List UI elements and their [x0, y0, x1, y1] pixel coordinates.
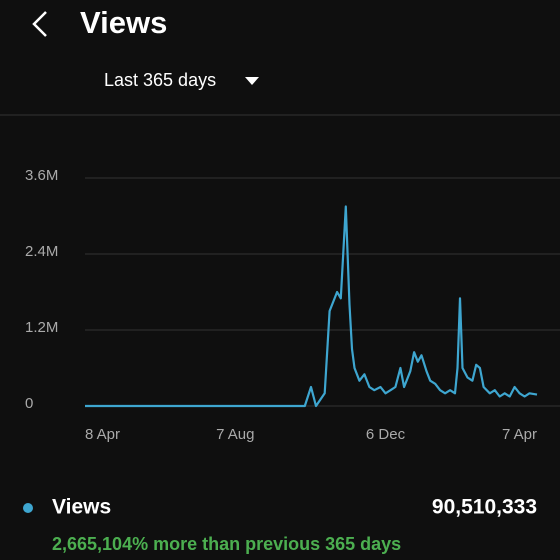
y-tick-label: 1.2M — [25, 319, 58, 336]
legend-dot — [23, 503, 33, 513]
x-tick-label: 6 Dec — [366, 426, 406, 443]
y-tick-label: 3.6M — [25, 167, 58, 184]
legend-label: Views — [52, 496, 111, 519]
total-views: 90,510,333 — [432, 496, 537, 519]
x-tick-label: 7 Aug — [216, 426, 254, 443]
series-line — [85, 205, 538, 408]
period-selector[interactable]: Last 365 days — [104, 70, 216, 90]
x-tick-label: 8 Apr — [85, 426, 120, 443]
dropdown-arrow[interactable] — [245, 77, 259, 85]
page-title: Views — [80, 5, 167, 40]
x-tick-label: 7 Apr — [502, 426, 537, 443]
back-button[interactable] — [32, 11, 47, 37]
y-tick-label: 0 — [25, 395, 33, 412]
change-text: 2,665,104% more than previous 365 days — [52, 534, 401, 554]
y-tick-label: 2.4M — [25, 243, 58, 260]
